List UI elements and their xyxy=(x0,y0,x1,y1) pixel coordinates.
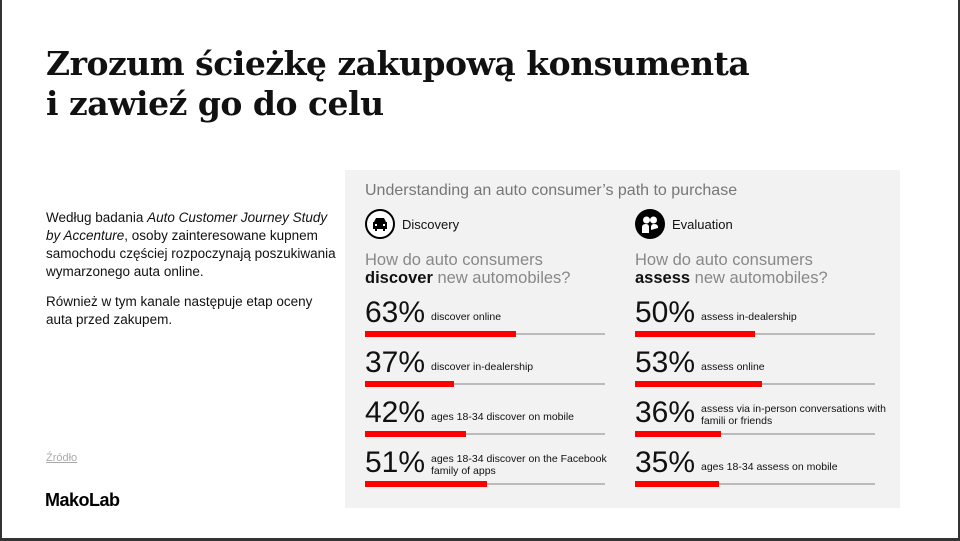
stat-bar-fill xyxy=(635,431,722,437)
description-paragraph-1: Według badania Auto Customer Journey Stu… xyxy=(46,210,336,279)
page-title: Zrozum ścieżkę zakupową konsumenta i zawi… xyxy=(46,44,750,123)
stat-bar-fill xyxy=(365,431,466,437)
infographic-title: Understanding an auto consumer’s path to… xyxy=(365,182,738,199)
stat-percent: 63% xyxy=(365,296,426,329)
discovery-question: How do auto consumers discover new automo… xyxy=(365,251,571,287)
stat-item: 63% discover online xyxy=(365,296,610,346)
stat-label: discover online xyxy=(431,311,502,323)
makolab-logo: MakoLab xyxy=(45,490,120,510)
description-paragraph-2: Również w tym kanale następuje etap ocen… xyxy=(46,294,313,327)
evaluation-column: Evaluation How do auto consumers assess n… xyxy=(635,208,886,496)
stat-percent: 35% xyxy=(635,446,696,479)
stat-percent: 50% xyxy=(635,296,696,329)
stat-label: assess via in-person conversations with … xyxy=(701,403,887,427)
stat-label: discover in-dealership xyxy=(431,361,534,373)
stat-bar-track xyxy=(365,331,605,337)
stat-item: 37% discover in-dealership xyxy=(365,346,610,396)
stat-bar-fill xyxy=(365,381,454,387)
stat-item: 36% assess via in-person conversations wi… xyxy=(635,396,886,446)
stat-percent: 53% xyxy=(635,346,696,379)
stat-item: 35% ages 18-34 assess on mobile xyxy=(635,446,880,496)
infographic-panel: Understanding an auto consumer’s path to… xyxy=(345,170,900,508)
stat-percent: 36% xyxy=(635,396,696,429)
stat-bar-fill xyxy=(635,381,763,387)
stat-bar-track xyxy=(635,431,875,437)
stat-item: 51% ages 18-34 discover on the Facebook f… xyxy=(365,446,610,496)
stat-bar-track xyxy=(365,481,605,487)
description: Według badania Auto Customer Journey Stu… xyxy=(46,209,336,341)
stat-bar-track xyxy=(365,431,605,437)
evaluation-question: How do auto consumers assess new automobi… xyxy=(635,251,828,287)
stat-bar-fill xyxy=(635,481,719,487)
car-icon xyxy=(365,209,395,239)
stat-label: ages 18-34 discover on mobile xyxy=(431,411,575,423)
stat-percent: 51% xyxy=(365,446,426,479)
stat-bar-track xyxy=(365,381,605,387)
stat-bar-track xyxy=(635,481,875,487)
stat-item: 42% ages 18-34 discover on mobile xyxy=(365,396,610,446)
stat-item: 53% assess online xyxy=(635,346,880,396)
stat-percent: 37% xyxy=(365,346,426,379)
stat-bar-track xyxy=(635,381,875,387)
evaluation-heading: Evaluation xyxy=(672,216,733,232)
people-icon xyxy=(635,209,665,239)
stat-label: ages 18-34 discover on the Facebook fami… xyxy=(431,453,607,477)
source-link[interactable]: Źródło xyxy=(46,452,78,464)
discovery-heading: Discovery xyxy=(402,216,460,232)
stat-bar-fill xyxy=(365,331,517,337)
discovery-column: Discovery How do auto consumers discover … xyxy=(365,208,610,496)
stat-label: assess in-dealership xyxy=(701,311,797,323)
stat-percent: 42% xyxy=(365,396,426,429)
stat-bar-track xyxy=(635,331,875,337)
stat-label: assess online xyxy=(701,361,765,373)
stat-bar-fill xyxy=(635,331,755,337)
stat-item: 50% assess in-dealership xyxy=(635,296,880,346)
stat-label: ages 18-34 assess on mobile xyxy=(701,461,838,473)
stat-bar-fill xyxy=(365,481,488,487)
